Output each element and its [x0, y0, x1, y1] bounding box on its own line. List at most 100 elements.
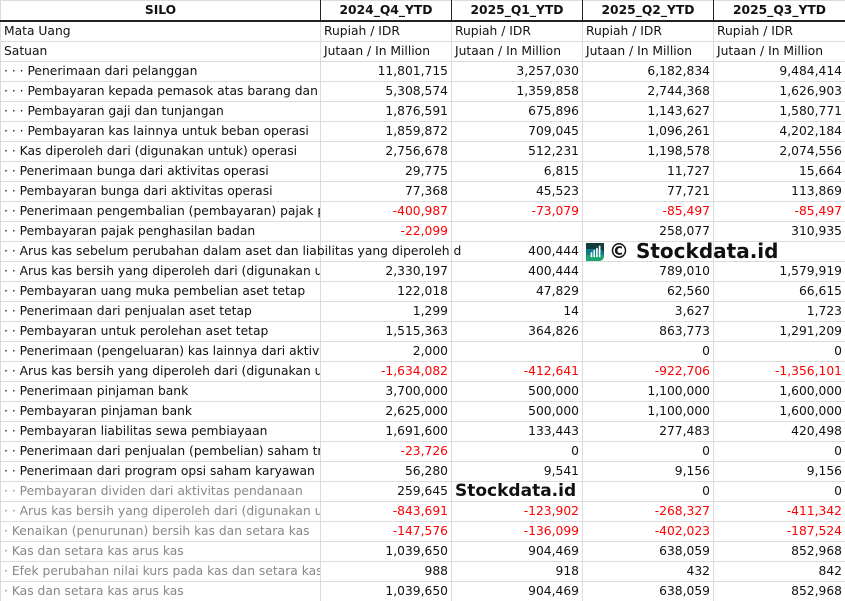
- row-label[interactable]: Satuan: [0, 41, 321, 62]
- value-cell[interactable]: 1,291,209: [713, 321, 845, 342]
- value-cell[interactable]: 0: [713, 341, 845, 362]
- value-cell[interactable]: 1,723: [713, 301, 845, 322]
- row-label[interactable]: · · Pembayaran untuk perolehan aset teta…: [0, 321, 321, 342]
- value-cell[interactable]: Rupiah / IDR: [582, 20, 714, 42]
- value-cell[interactable]: 1,359,858: [451, 81, 583, 102]
- value-cell[interactable]: 675,896: [451, 101, 583, 122]
- value-cell[interactable]: 1,579,919: [713, 261, 845, 282]
- value-cell[interactable]: 1,600,000: [713, 381, 845, 402]
- value-cell[interactable]: 5,308,574: [320, 81, 452, 102]
- value-cell[interactable]: -1,634,082: [320, 361, 452, 382]
- value-cell[interactable]: 709,045: [451, 121, 583, 142]
- row-label[interactable]: · · Penerimaan pinjaman bank: [0, 381, 321, 402]
- row-label[interactable]: · Kas dan setara kas arus kas: [0, 581, 321, 601]
- value-cell[interactable]: 9,156: [713, 461, 845, 482]
- value-cell[interactable]: -412,641: [451, 361, 583, 382]
- value-cell[interactable]: -22,099: [320, 221, 452, 242]
- value-cell[interactable]: 0: [582, 441, 714, 462]
- value-cell[interactable]: 918: [451, 561, 583, 582]
- value-cell[interactable]: -136,099: [451, 521, 583, 542]
- value-cell[interactable]: 15,664: [713, 161, 845, 182]
- row-label[interactable]: · · Pembayaran pajak penghasilan badan: [0, 221, 321, 242]
- value-cell[interactable]: 2,074,556: [713, 141, 845, 162]
- row-label[interactable]: · · Arus kas bersih yang diperoleh dari …: [0, 501, 321, 522]
- value-cell[interactable]: 29,775: [320, 161, 452, 182]
- value-cell[interactable]: 0: [451, 441, 583, 462]
- value-cell[interactable]: -73,079: [451, 201, 583, 222]
- value-cell[interactable]: © Stockdata.id: [582, 241, 778, 262]
- value-cell[interactable]: [451, 221, 583, 242]
- value-cell[interactable]: 9,484,414: [713, 61, 845, 82]
- value-cell[interactable]: 988: [320, 561, 452, 582]
- value-cell[interactable]: 133,443: [451, 421, 583, 442]
- value-cell[interactable]: 258,077: [582, 221, 714, 242]
- value-cell[interactable]: Jutaan / In Million: [320, 41, 452, 62]
- value-cell[interactable]: -187,524: [713, 521, 845, 542]
- value-cell[interactable]: 113,869: [713, 181, 845, 202]
- value-cell[interactable]: -1,356,101: [713, 361, 845, 382]
- row-label[interactable]: · · Kas diperoleh dari (digunakan untuk)…: [0, 141, 321, 162]
- value-cell[interactable]: 310,935: [713, 221, 845, 242]
- value-cell[interactable]: 6,182,834: [582, 61, 714, 82]
- value-cell[interactable]: -85,497: [582, 201, 714, 222]
- row-label[interactable]: · · · Pembayaran kas lainnya untuk beban…: [0, 121, 321, 142]
- value-cell[interactable]: 1,039,650: [320, 541, 452, 562]
- value-cell[interactable]: Jutaan / In Million: [713, 41, 845, 62]
- value-cell[interactable]: 1,039,650: [320, 581, 452, 601]
- value-cell[interactable]: 432: [582, 561, 714, 582]
- header-period[interactable]: 2025_Q1_YTD: [451, 0, 583, 22]
- value-cell[interactable]: 863,773: [582, 321, 714, 342]
- row-label[interactable]: · · Pembayaran bunga dari aktivitas oper…: [0, 181, 321, 202]
- value-cell[interactable]: 1,580,771: [713, 101, 845, 122]
- value-cell[interactable]: Stockdata.id: [451, 481, 583, 502]
- value-cell[interactable]: -23,726: [320, 441, 452, 462]
- value-cell[interactable]: 904,469: [451, 581, 583, 601]
- row-label[interactable]: · · · Pembayaran kepada pemasok atas bar…: [0, 81, 321, 102]
- value-cell[interactable]: 259,645: [320, 481, 452, 502]
- value-cell[interactable]: 6,815: [451, 161, 583, 182]
- header-period[interactable]: 2025_Q3_YTD: [713, 0, 845, 22]
- value-cell[interactable]: Jutaan / In Million: [582, 41, 714, 62]
- value-cell[interactable]: -922,706: [582, 361, 714, 382]
- value-cell[interactable]: 11,801,715: [320, 61, 452, 82]
- value-cell[interactable]: 122,018: [320, 281, 452, 302]
- value-cell[interactable]: 2,744,368: [582, 81, 714, 102]
- value-cell[interactable]: 500,000: [451, 381, 583, 402]
- value-cell[interactable]: Rupiah / IDR: [451, 20, 583, 42]
- value-cell[interactable]: -268,327: [582, 501, 714, 522]
- value-cell[interactable]: 0: [582, 341, 714, 362]
- value-cell[interactable]: 1,096,261: [582, 121, 714, 142]
- value-cell[interactable]: 1,143,627: [582, 101, 714, 122]
- value-cell[interactable]: 364,826: [451, 321, 583, 342]
- value-cell[interactable]: -402,023: [582, 521, 714, 542]
- value-cell[interactable]: 2,756,678: [320, 141, 452, 162]
- value-cell[interactable]: 1,100,000: [582, 381, 714, 402]
- value-cell[interactable]: 2,330,197: [320, 261, 452, 282]
- value-cell[interactable]: 1,876,591: [320, 101, 452, 122]
- row-label[interactable]: · · Penerimaan bunga dari aktivitas oper…: [0, 161, 321, 182]
- value-cell[interactable]: 3,627: [582, 301, 714, 322]
- row-label[interactable]: · · Pembayaran uang muka pembelian aset …: [0, 281, 321, 302]
- value-cell[interactable]: 638,059: [582, 581, 714, 601]
- row-label[interactable]: · Kenaikan (penurunan) bersih kas dan se…: [0, 521, 321, 542]
- value-cell[interactable]: 3,700,000: [320, 381, 452, 402]
- value-cell[interactable]: 1,515,363: [320, 321, 452, 342]
- value-cell[interactable]: 852,968: [713, 581, 845, 601]
- value-cell[interactable]: 500,000: [451, 401, 583, 422]
- value-cell[interactable]: 1,600,000: [713, 401, 845, 422]
- value-cell[interactable]: 14: [451, 301, 583, 322]
- value-cell[interactable]: -85,497: [713, 201, 845, 222]
- value-cell[interactable]: 0: [713, 481, 845, 502]
- value-cell[interactable]: 77,721: [582, 181, 714, 202]
- value-cell[interactable]: 2,000: [320, 341, 452, 362]
- value-cell[interactable]: 45,523: [451, 181, 583, 202]
- value-cell[interactable]: 4,202,184: [713, 121, 845, 142]
- row-label[interactable]: · · Arus kas sebelum perubahan dalam ase…: [0, 241, 461, 262]
- value-cell[interactable]: [451, 341, 583, 362]
- value-cell[interactable]: -411,342: [713, 501, 845, 522]
- row-label[interactable]: · Efek perubahan nilai kurs pada kas dan…: [0, 561, 321, 582]
- header-period[interactable]: 2025_Q2_YTD: [582, 0, 714, 22]
- value-cell[interactable]: 420,498: [713, 421, 845, 442]
- header-title[interactable]: SILO: [0, 0, 321, 22]
- value-cell[interactable]: 77,368: [320, 181, 452, 202]
